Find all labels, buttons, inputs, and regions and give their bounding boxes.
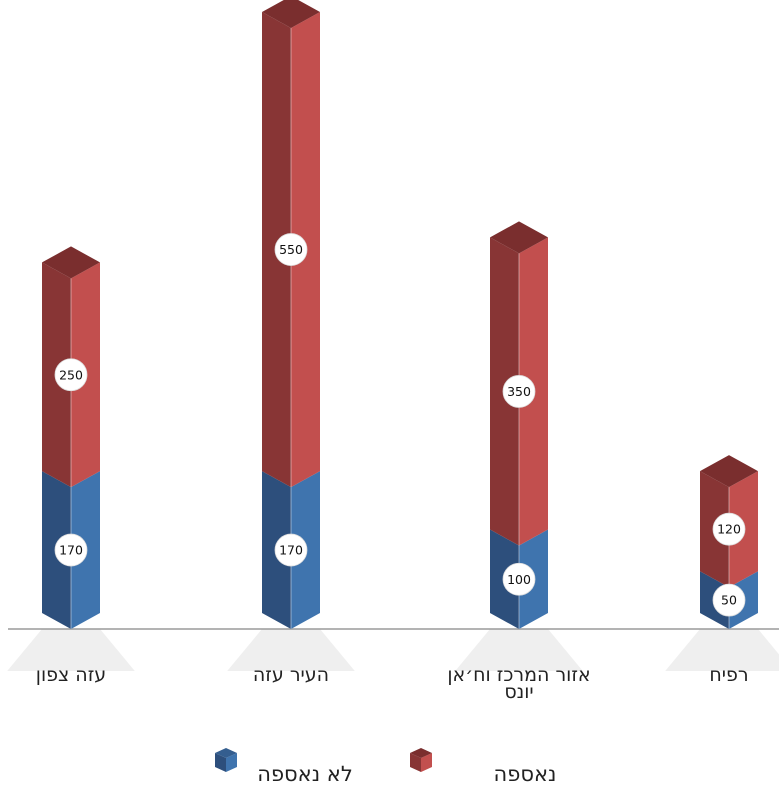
svg-text:120: 120 [717,522,741,537]
data-label: 120 [712,512,746,546]
bar-top-cap [262,0,320,28]
legend-label: נאספה [494,762,557,786]
legend-label: לא נאספה [257,762,353,786]
category-label: רפיח [709,664,748,686]
cube-icon [215,748,237,772]
svg-text:170: 170 [59,543,83,558]
bar-shadow [665,629,779,671]
legend-item[interactable]: לא נאספה [215,748,353,786]
data-label: 550 [274,233,308,266]
category-label: עזה צפון [36,664,106,686]
svg-text:350: 350 [507,384,531,399]
category-labels-group: עזה צפון העיר עזה אזור המרכז וח׳אן יונס רפיח [36,664,749,703]
data-label: 170 [54,533,88,567]
data-label: 250 [54,358,88,392]
data-label: 350 [502,375,536,408]
category-label: העיר עזה [253,664,329,686]
bar-shadow [227,629,355,671]
bar-top-cap [42,246,100,279]
bars-group [42,0,758,629]
category-label: אזור המרכז וח׳אן יונס [447,664,590,703]
bar-shadows [7,629,779,671]
svg-text:170: 170 [279,543,303,558]
bar-shadow [455,629,583,671]
legend-item[interactable]: נאספה [410,748,556,786]
svg-text:50: 50 [721,593,737,608]
svg-text:250: 250 [59,367,83,382]
bar-top-cap [700,455,758,488]
data-label: 100 [502,562,536,596]
svg-text:550: 550 [279,242,303,257]
data-label: 50 [712,583,746,617]
data-label: 170 [274,533,308,567]
legend: לא נאספה נאספה [215,748,556,786]
value-labels-group: 170 250 170 550 100 350 50 120 [54,233,746,617]
bar-shadow [7,629,135,671]
svg-text:100: 100 [507,572,531,587]
cube-icon [410,748,432,772]
bar-top-cap [490,221,548,254]
